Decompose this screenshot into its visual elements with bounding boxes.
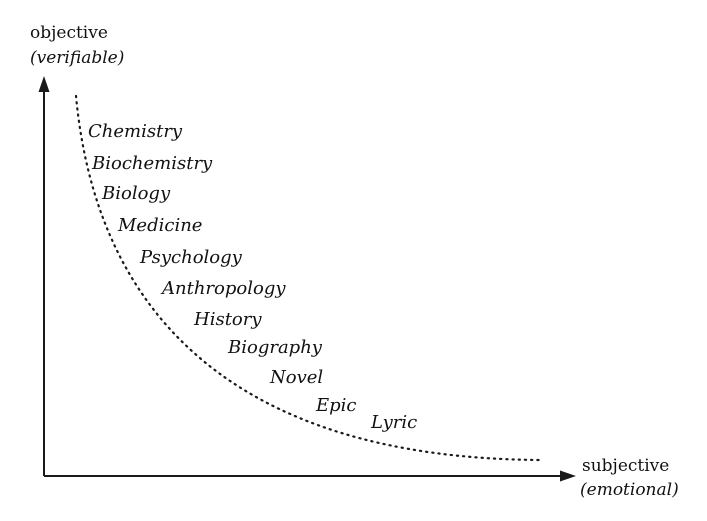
y-axis-sublabel: (verifiable) xyxy=(30,48,124,68)
term-chemistry: Chemistry xyxy=(88,121,183,142)
term-novel: Novel xyxy=(269,367,323,388)
term-epic: Epic xyxy=(315,395,357,416)
x-axis-label: subjective xyxy=(582,456,669,476)
term-psychology: Psychology xyxy=(139,247,243,268)
x-axis-arrow-icon xyxy=(560,470,576,482)
y-axis-arrow-icon xyxy=(38,76,50,92)
y-axis-label: objective xyxy=(30,23,108,43)
term-lyric: Lyric xyxy=(370,412,417,433)
term-biography: Biography xyxy=(227,337,323,358)
term-biochemistry: Biochemistry xyxy=(91,153,213,174)
term-medicine: Medicine xyxy=(117,215,202,236)
x-axis-sublabel: (emotional) xyxy=(580,480,679,500)
dotted-curve xyxy=(74,94,542,462)
term-biology: Biology xyxy=(101,183,171,204)
term-history: History xyxy=(193,309,262,330)
term-anthropology: Anthropology xyxy=(160,278,286,299)
